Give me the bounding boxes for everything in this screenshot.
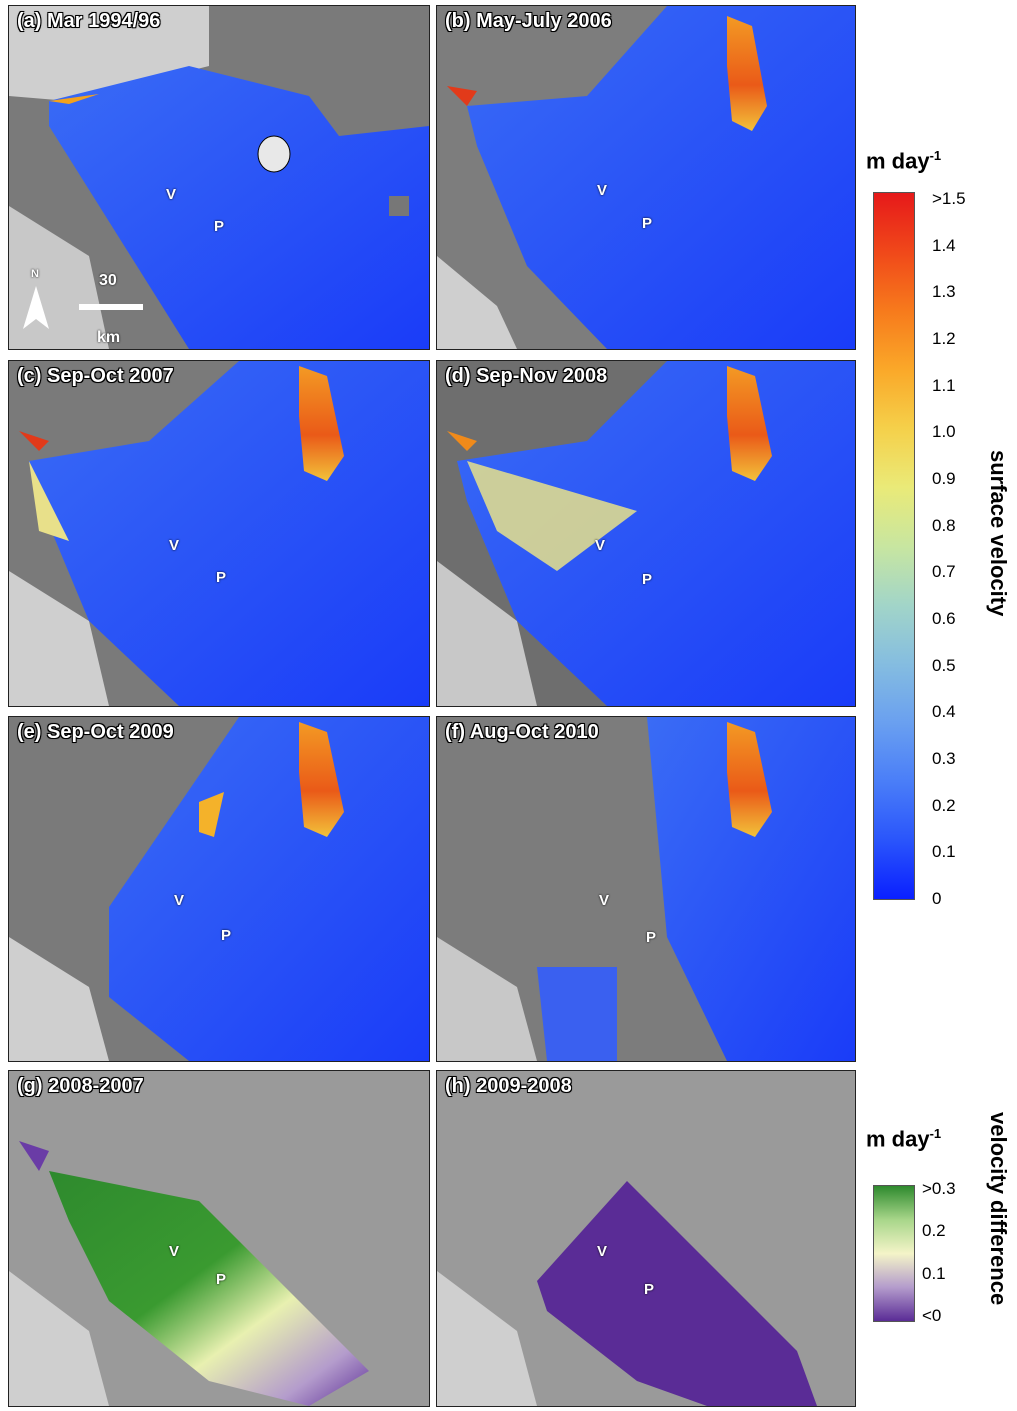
panel-title: (h) 2009-2008 bbox=[445, 1075, 572, 1097]
colorbar-tick: 1.4 bbox=[932, 235, 956, 255]
colorbar-tick: <0 bbox=[922, 1306, 942, 1325]
colorbar-tick: 0.2 bbox=[932, 795, 956, 815]
label-v: V bbox=[169, 537, 180, 554]
label-p: P bbox=[644, 1281, 655, 1298]
colorbar-tick: >1.5 bbox=[932, 189, 966, 208]
label-v: V bbox=[597, 182, 608, 199]
scale-bar bbox=[79, 304, 143, 310]
label-v: V bbox=[174, 892, 185, 909]
scale-unit: km bbox=[97, 329, 121, 346]
panel-title: (d) Sep-Nov 2008 bbox=[445, 365, 608, 387]
colorbar-tick: 0.4 bbox=[932, 702, 956, 722]
label-v: V bbox=[169, 1243, 180, 1260]
colorbar-tick: 0.3 bbox=[932, 749, 956, 768]
colorbar-tick: 1.2 bbox=[932, 329, 956, 348]
velocity-colorbar bbox=[873, 192, 915, 900]
colorbar-tick: 1.1 bbox=[932, 375, 956, 395]
label-p: P bbox=[646, 929, 657, 946]
panel-b: (b) May-July 2006 V P bbox=[436, 5, 856, 350]
label-p: P bbox=[214, 218, 225, 235]
colorbar-tick: 0.6 bbox=[932, 609, 956, 628]
colorbar-tick: 0.1 bbox=[932, 842, 956, 862]
panel-a: (a) Mar 1994/96 V P N 30 km bbox=[8, 5, 430, 350]
colorbar-tick: 0.2 bbox=[922, 1221, 946, 1241]
label-v: V bbox=[595, 537, 606, 554]
colorbar-tick: 0 bbox=[932, 889, 942, 908]
colorbar-tick: 1.3 bbox=[932, 282, 956, 302]
panel-c: (c) Sep-Oct 2007 V P bbox=[8, 360, 430, 707]
colorbar-tick: 1.0 bbox=[932, 422, 956, 442]
velocity-unit: m day-1 bbox=[866, 148, 942, 174]
label-v: V bbox=[599, 892, 610, 909]
panel-g: (g) 2008-2007 V P bbox=[8, 1070, 430, 1407]
panel-e: (e) Sep-Oct 2009 V P bbox=[8, 716, 430, 1062]
panel-title: (f) Aug-Oct 2010 bbox=[445, 721, 599, 743]
label-p: P bbox=[216, 1271, 227, 1288]
label-p: P bbox=[221, 927, 232, 944]
label-v: V bbox=[597, 1243, 608, 1260]
panel-title: (g) 2008-2007 bbox=[17, 1075, 144, 1097]
colorbar-tick: >0.3 bbox=[922, 1179, 956, 1198]
label-p: P bbox=[216, 569, 227, 586]
difference-axis-label: velocity difference bbox=[986, 1112, 1011, 1306]
label-p: P bbox=[642, 571, 653, 588]
panel-h: (h) 2009-2008 V P bbox=[436, 1070, 856, 1407]
panel-title: (c) Sep-Oct 2007 bbox=[17, 365, 174, 387]
colorbar-tick: 0.1 bbox=[922, 1263, 946, 1283]
difference-unit: m day-1 bbox=[866, 1126, 942, 1152]
north-label: N bbox=[31, 268, 39, 280]
difference-colorbar bbox=[873, 1185, 915, 1322]
colorbar-tick: 0.5 bbox=[932, 655, 956, 675]
panel-title: (e) Sep-Oct 2009 bbox=[17, 721, 174, 743]
panel-title: (b) May-July 2006 bbox=[445, 10, 612, 32]
panel-d: (d) Sep-Nov 2008 V P bbox=[436, 360, 856, 707]
velocity-axis-label: surface velocity bbox=[986, 450, 1011, 617]
scale-distance: 30 bbox=[99, 272, 117, 289]
colorbar-tick: 0.8 bbox=[932, 515, 956, 535]
panel-title: (a) Mar 1994/96 bbox=[17, 10, 161, 32]
north-arrow-icon bbox=[23, 286, 49, 329]
panel-f: (f) Aug-Oct 2010 V P bbox=[436, 716, 856, 1062]
label-v: V bbox=[166, 186, 177, 203]
label-p: P bbox=[642, 215, 653, 232]
colorbar-tick: 0.9 bbox=[932, 469, 956, 488]
colorbar-tick: 0.7 bbox=[932, 562, 956, 582]
